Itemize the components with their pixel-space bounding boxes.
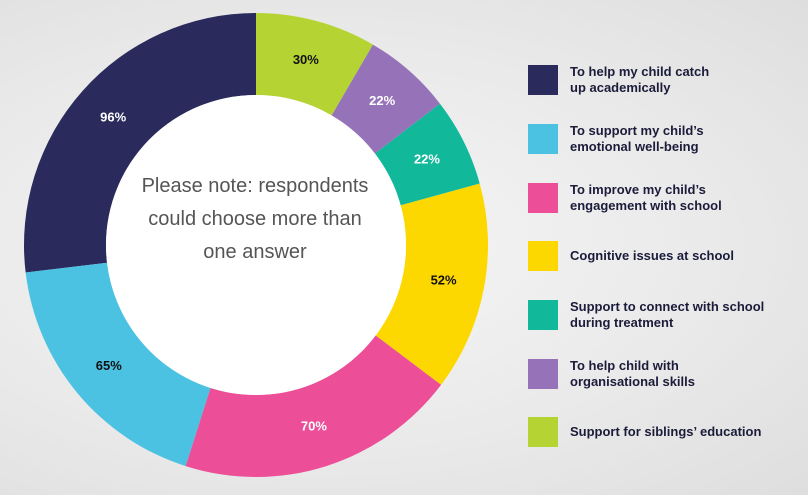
- legend-label: To support my child’s emotional well-bei…: [570, 123, 704, 155]
- value-label: 22%: [414, 151, 440, 166]
- value-label: 52%: [431, 272, 457, 287]
- legend-swatch: [528, 417, 558, 448]
- legend-label: Cognitive issues at school: [570, 248, 734, 264]
- value-label: 96%: [100, 110, 126, 125]
- legend-item: To help child with organisational skills: [528, 344, 803, 403]
- legend-label: To help my child catch up academically: [570, 64, 710, 96]
- legend-label: To help child with organisational skills: [570, 357, 695, 389]
- legend-item: Cognitive issues at school: [528, 227, 803, 286]
- legend-label: Support for siblings’ education: [570, 424, 762, 440]
- donut-segment: [374, 103, 480, 206]
- legend-swatch: [528, 241, 558, 272]
- legend-label: To improve my child’s engagement with sc…: [570, 181, 722, 213]
- donut-segment: [185, 335, 442, 477]
- legend-item: To help my child catch up academically: [528, 51, 803, 110]
- value-label: 22%: [369, 93, 395, 108]
- legend-item: Support for siblings’ education: [528, 403, 803, 462]
- value-label: 30%: [293, 52, 319, 67]
- value-label: 65%: [96, 358, 122, 373]
- legend: To help my child catch up academically To…: [528, 51, 803, 462]
- donut-segment: [23, 13, 256, 273]
- donut-segment: [331, 44, 440, 154]
- donut-segment: [256, 12, 373, 116]
- legend-swatch: [528, 65, 558, 96]
- value-label: 70%: [301, 418, 327, 433]
- annotation: Please note: respondents could choose mo…: [141, 175, 369, 263]
- legend-item: To support my child’s emotional well-bei…: [528, 110, 803, 169]
- legend-item: Support to connect with school during tr…: [528, 286, 803, 345]
- legend-swatch: [528, 300, 558, 331]
- donut-hole: [106, 95, 406, 395]
- legend-swatch: [528, 358, 558, 389]
- donut-segment: [25, 262, 211, 467]
- legend-swatch: [528, 124, 558, 155]
- legend-label: Support to connect with school during tr…: [570, 299, 765, 331]
- legend-item: To improve my child’s engagement with sc…: [528, 168, 803, 227]
- legend-swatch: [528, 182, 558, 213]
- donut-segment: [375, 183, 488, 385]
